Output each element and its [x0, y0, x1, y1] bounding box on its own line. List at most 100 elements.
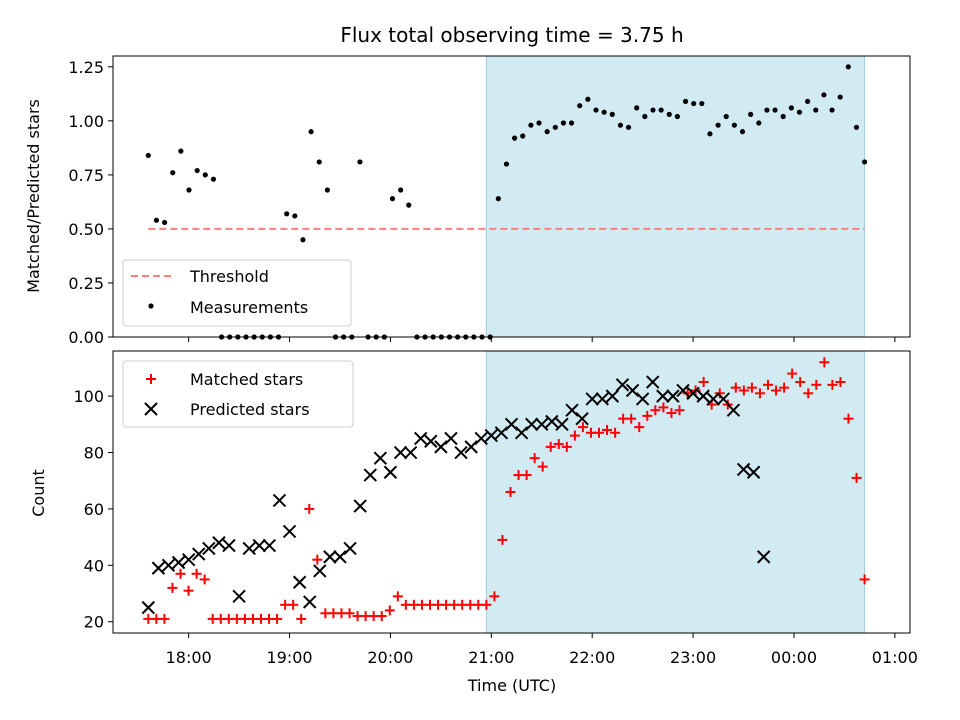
predicted-stars-point: [696, 389, 710, 403]
matched-stars-point: [650, 405, 661, 416]
measurement-point: [821, 92, 827, 98]
predicted-stars-point: [272, 493, 287, 508]
predicted-stars-point: [252, 538, 266, 553]
predicted-stars-point: [625, 383, 640, 398]
predicted-stars-point: [262, 538, 277, 553]
x-axis-label: Time (UTC): [467, 676, 556, 695]
predicted-stars-point: [232, 589, 246, 604]
measurement-point: [764, 107, 770, 113]
predicted-stars-point: [363, 468, 377, 482]
measurement-point: [520, 133, 526, 139]
predicted-stars-point: [282, 524, 297, 539]
measurement-point: [707, 131, 713, 137]
predicted-stars-point: [575, 411, 589, 426]
predicted-stars-point: [666, 389, 680, 403]
predicted-legend-swatch: [144, 402, 158, 416]
measurement-point: [593, 107, 599, 113]
measurement-point: [210, 176, 217, 182]
matched-stars-point: [489, 591, 500, 602]
measurement-point: [324, 187, 330, 193]
count-y-axis-label: Count: [29, 469, 48, 517]
measurement-point: [503, 161, 510, 167]
predicted-stars-point: [192, 547, 206, 561]
measurements-legend-swatch: [148, 303, 154, 309]
matched-stars-point: [577, 422, 588, 433]
matched-stars-point: [803, 388, 814, 399]
matched-stars-point: [481, 599, 492, 610]
measurement-point: [300, 237, 306, 243]
matched-stars-point: [167, 582, 178, 593]
matched-stars-point: [199, 574, 210, 585]
matched-stars-point: [553, 439, 564, 450]
predicted-stars-point: [161, 558, 176, 573]
predicted-stars-point: [757, 550, 771, 564]
measurement-point: [805, 98, 811, 104]
predicted-stars-point: [171, 555, 186, 570]
matched-stars-point: [763, 379, 774, 390]
matched-stars-point: [594, 427, 605, 438]
matched-stars-point: [642, 410, 653, 421]
measurement-point: [829, 107, 835, 113]
predicted-stars-point: [605, 389, 620, 403]
measurement-point: [796, 109, 803, 115]
measurement-point: [544, 129, 550, 135]
measurement-point: [178, 148, 184, 154]
matched-stars-point: [787, 368, 798, 379]
measurement-point: [511, 135, 518, 141]
predicted-stars-point: [393, 445, 408, 460]
matched-stars-point: [795, 377, 806, 388]
predicted-stars-point: [585, 392, 599, 406]
count-y-tick-label: 80: [84, 444, 104, 463]
predicted-stars-point: [343, 541, 357, 556]
matched-stars-point: [272, 613, 283, 624]
measurement-point: [357, 159, 363, 165]
measurement-point: [788, 105, 794, 111]
measurement-point: [617, 122, 624, 128]
predicted-stars-point: [403, 445, 418, 460]
measurement-point: [389, 196, 396, 202]
measurement-point: [739, 129, 746, 135]
predicted-stars-point: [292, 575, 307, 589]
predicted-stars-point: [535, 417, 549, 432]
predicted-stars-point: [736, 462, 751, 477]
predicted-stars-point: [181, 552, 196, 567]
measurement-point: [552, 124, 558, 130]
ratio-y-tick-label: 1.25: [68, 58, 104, 77]
predicted-stars-point: [615, 378, 630, 392]
matched-stars-point: [344, 608, 355, 619]
ratio-y-tick-label: 0.50: [68, 220, 104, 239]
measurement-point: [495, 196, 501, 202]
measurement-point: [316, 159, 322, 165]
predicted-stars-point: [474, 431, 488, 446]
measurement-point: [780, 113, 786, 120]
measurement-point: [398, 187, 404, 193]
measurement-point: [650, 107, 656, 113]
ratio-panel: 0.00 0.25 0.50 0.75 1.00 1.25 Matched/Predict…: [24, 55, 911, 347]
count-y-tick-label: 40: [84, 556, 104, 575]
measurement-point: [406, 202, 412, 208]
ratio-plot-frame: [112, 55, 911, 338]
measurement-point: [682, 98, 689, 104]
measurement-point: [560, 120, 567, 126]
predicted-stars-point: [565, 403, 579, 417]
matched-stars-point: [545, 441, 556, 452]
measurement-point: [845, 64, 851, 70]
predicted-stars-point: [323, 550, 337, 564]
predicted-stars-point: [676, 383, 690, 398]
matched-stars-point: [183, 585, 194, 596]
x-tick-label: 20:00: [367, 648, 413, 667]
measurement-point: [625, 124, 632, 130]
ratio-y-tick-label: 0.25: [68, 274, 104, 293]
predicted-stars-point: [635, 392, 650, 406]
measurement-point: [715, 122, 721, 128]
measurement-point: [585, 96, 591, 102]
x-tick-label: 23:00: [670, 648, 716, 667]
measurement-point: [186, 187, 192, 193]
matched-stars-point: [851, 472, 862, 483]
predicted-stars-point: [353, 499, 367, 513]
measurement-point: [691, 100, 697, 107]
measurement-point: [772, 107, 778, 113]
predicted-stars-point: [151, 561, 166, 575]
matched-stars-point: [626, 413, 637, 424]
count-y-tick-label: 60: [84, 500, 104, 519]
